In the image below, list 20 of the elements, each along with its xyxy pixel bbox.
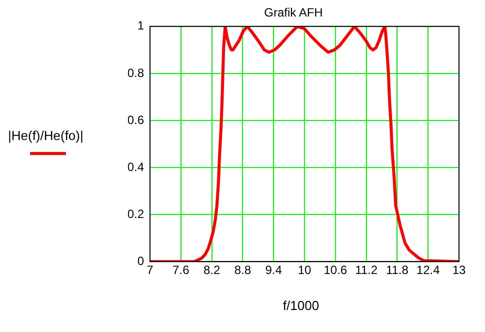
chart-title: Grafik AFH [264,6,323,20]
x-tick-label: 11.8 [386,263,409,278]
x-tick-label: 12.4 [416,263,440,278]
y-tick-label: 0 [137,254,144,268]
x-tick-label: 7 [146,263,154,278]
x-tick-label: 10.6 [324,263,348,278]
x-tick-label: 13 [452,263,466,278]
x-axis-title: f/1000 [282,298,320,313]
y-tick-label: 0.8 [127,66,144,80]
x-tick-label: 7.6 [172,263,190,278]
x-tick-label: 8.2 [203,263,220,278]
y-tick-label: 1 [137,18,144,33]
y-axis-title: |He(f)/He(fo)| [8,128,84,143]
x-tick-label: 10 [298,263,312,278]
y-tick-label: 0.6 [127,112,144,127]
y-tick-label: 0.4 [127,160,144,174]
x-tick-label: 8.8 [234,263,252,278]
x-tick-label: 9.4 [265,263,282,278]
x-tick-label: 11.2 [355,263,378,278]
y-tick-label: 0.2 [127,206,144,221]
